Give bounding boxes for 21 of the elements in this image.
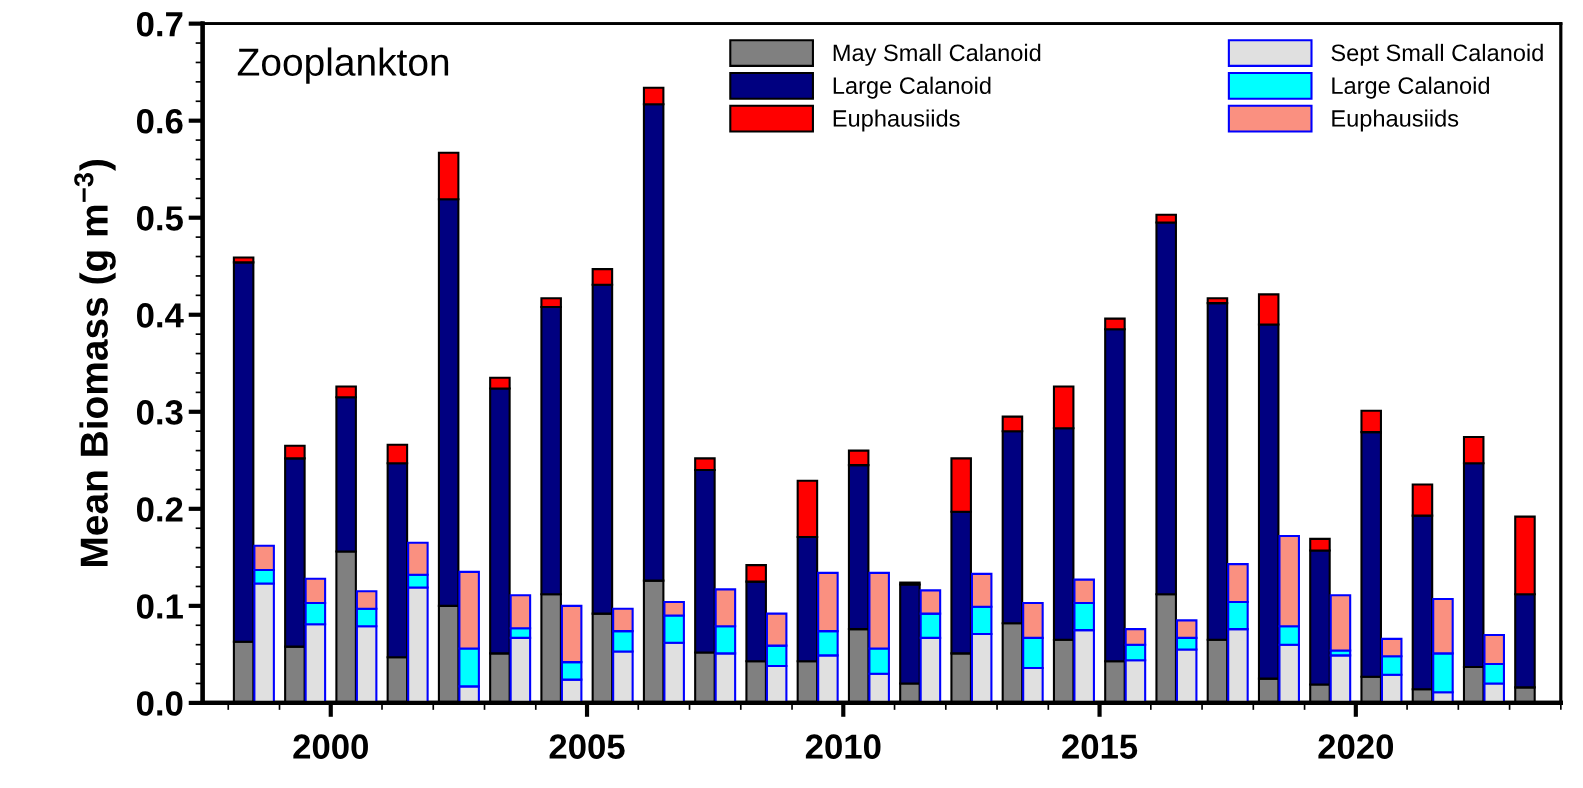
legend-label: Euphausiids [833,109,960,132]
legend-label: Euphausiids [1332,109,1459,132]
x-tick-label: 2010 [805,734,881,759]
y-tick-label: 0.5 [136,206,183,231]
x-tick-label: 2005 [549,734,625,759]
y-tick-label: 0.0 [136,691,183,716]
y-tick-label: 0.3 [136,400,183,425]
y-tick-label: 0.6 [136,109,183,134]
legend-label: May Small Calanoid [833,43,1041,66]
legend-label: Sept Small Calanoid [1331,43,1543,66]
y-tick-label: 0.2 [136,497,183,522]
y-axis-title: Mean Biomass (g m$^{−3}$) [74,159,116,566]
y-tick-label: 0.4 [136,303,184,328]
x-tick-label: 2020 [1318,734,1394,759]
x-tick-label: 2015 [1062,734,1138,759]
y-tick-label: 0.7 [136,11,183,37]
legend-label: Large Calanoid [833,76,991,99]
legend-label: Large Calanoid [1332,76,1490,99]
y-tick-label: 0.1 [136,594,183,619]
x-tick-label: 2000 [293,734,368,759]
annotation: Zooplankton [237,47,449,84]
